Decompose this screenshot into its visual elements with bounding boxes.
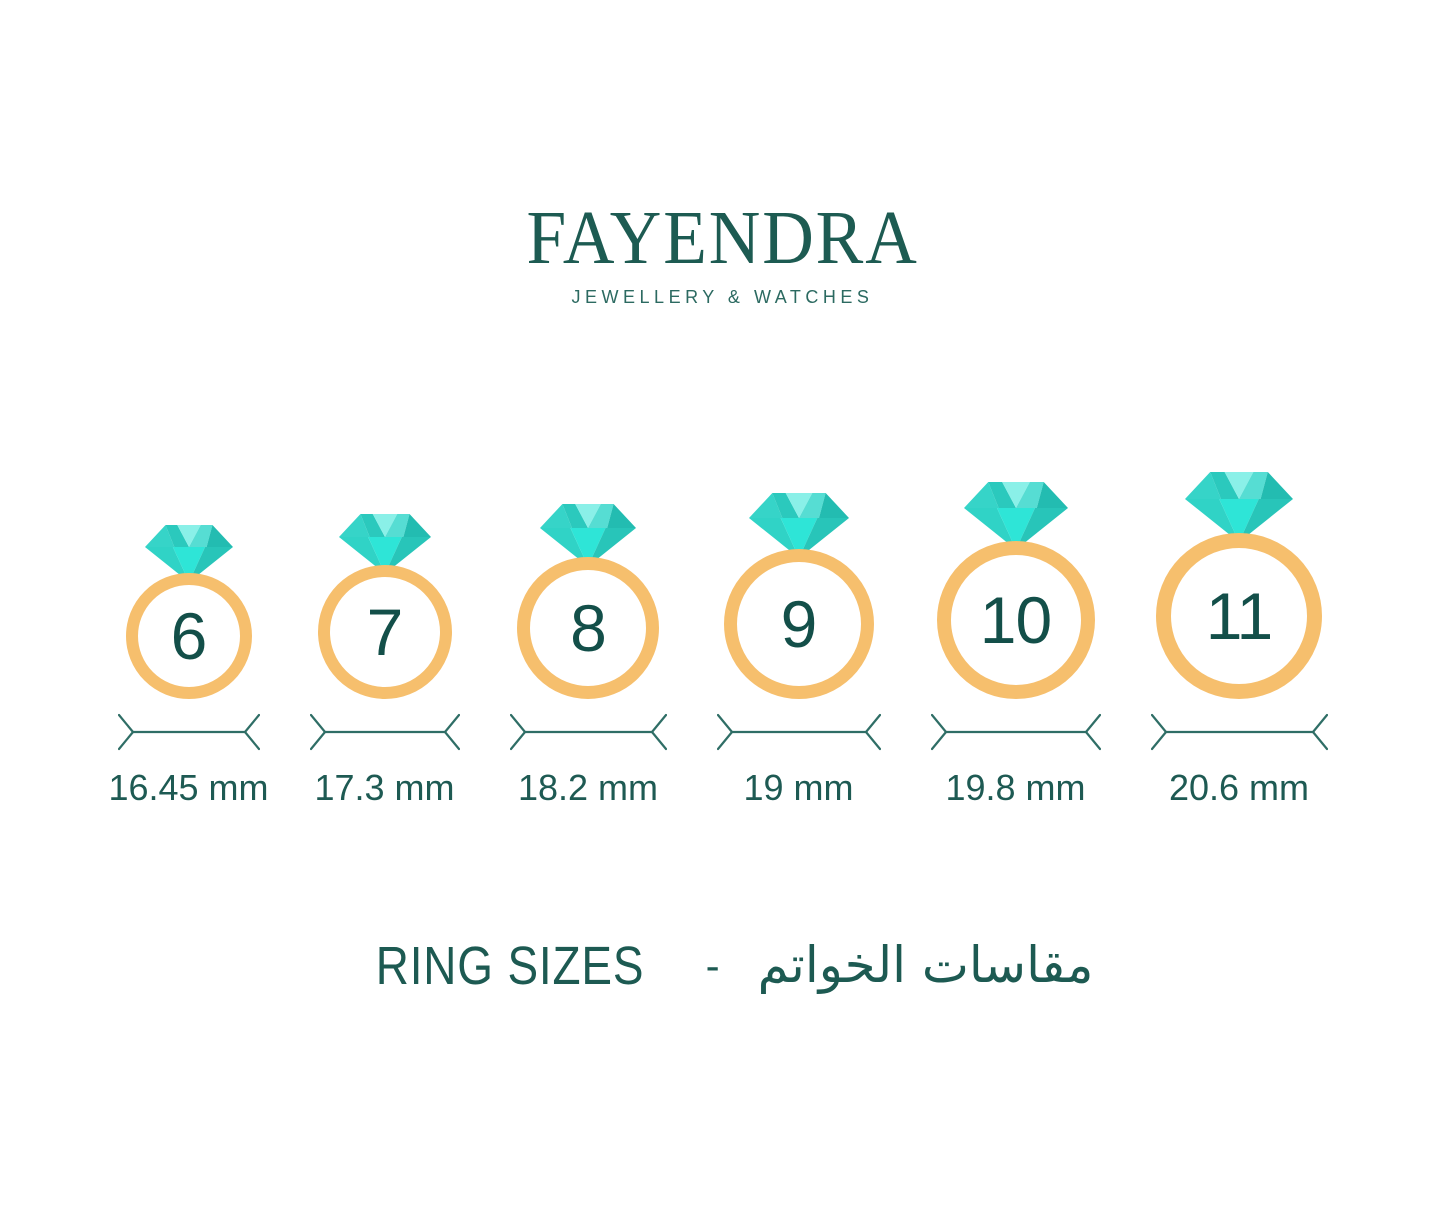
brand-logo: FAYENDRA JEWELLERY & WATCHES <box>0 200 1445 306</box>
measure-arrow-icon <box>930 713 1101 751</box>
diamond-icon <box>540 503 636 566</box>
ring-size-item: 7 17.3 mm <box>309 514 460 808</box>
measure-arrow-icon <box>509 713 667 751</box>
ring-size-item: 8 18.2 mm <box>509 503 667 808</box>
ring-diameter-label: 19 mm <box>743 767 854 808</box>
ring-diameter-label: 17.3 mm <box>314 767 455 808</box>
ring-band: 6 <box>125 573 252 699</box>
ring-sizes-title-en: RING SIZES <box>375 935 644 996</box>
measure-arrow-icon <box>716 713 881 751</box>
ring-size-item: 11 20.6 mm <box>1150 471 1328 808</box>
ring-band: 7 <box>317 565 452 699</box>
diamond-icon <box>1185 471 1293 542</box>
measure-arrow-icon <box>1150 713 1328 751</box>
ring-size-item: 6 16.45 mm <box>108 524 269 806</box>
title-separator: - <box>705 941 720 989</box>
ring-diameter-label: 18.2 mm <box>517 767 659 808</box>
rings-row: 6 16.45 mm 7 17.3 mm <box>108 471 1328 808</box>
diamond-icon <box>963 482 1068 550</box>
ring-sizes-title-ar: مقاسات الخواتم <box>757 936 1094 994</box>
measure-arrow-icon <box>117 713 260 751</box>
ring-diameter-label: 16.45 mm <box>108 767 269 808</box>
diamond-icon <box>748 493 849 558</box>
ring-size-item: 9 19 mm <box>716 493 881 808</box>
ring-band: 10 <box>936 541 1095 699</box>
ring-size-number: 7 <box>366 595 404 669</box>
ring-size-item: 10 19.8 mm <box>930 482 1101 808</box>
brand-name: FAYENDRA <box>526 196 919 280</box>
ring-size-number: 10 <box>979 583 1052 657</box>
ring-size-number: 11 <box>1205 579 1274 653</box>
ring-diameter-label: 20.6 mm <box>1168 767 1310 808</box>
ring-size-number: 8 <box>570 591 607 665</box>
ring-diameter-label: 19.8 mm <box>945 767 1086 808</box>
diamond-icon <box>338 514 431 574</box>
ring-size-number: 6 <box>170 599 208 673</box>
ring-band: 9 <box>723 549 874 699</box>
ring-size-number: 9 <box>780 587 818 661</box>
ring-band: 8 <box>517 557 659 699</box>
ring-band: 11 <box>1156 533 1322 699</box>
brand-tagline: JEWELLERY & WATCHES <box>571 287 874 307</box>
footer-title: RING SIZES - مقاسات الخواتم <box>0 933 1445 998</box>
measure-arrow-icon <box>309 713 460 751</box>
